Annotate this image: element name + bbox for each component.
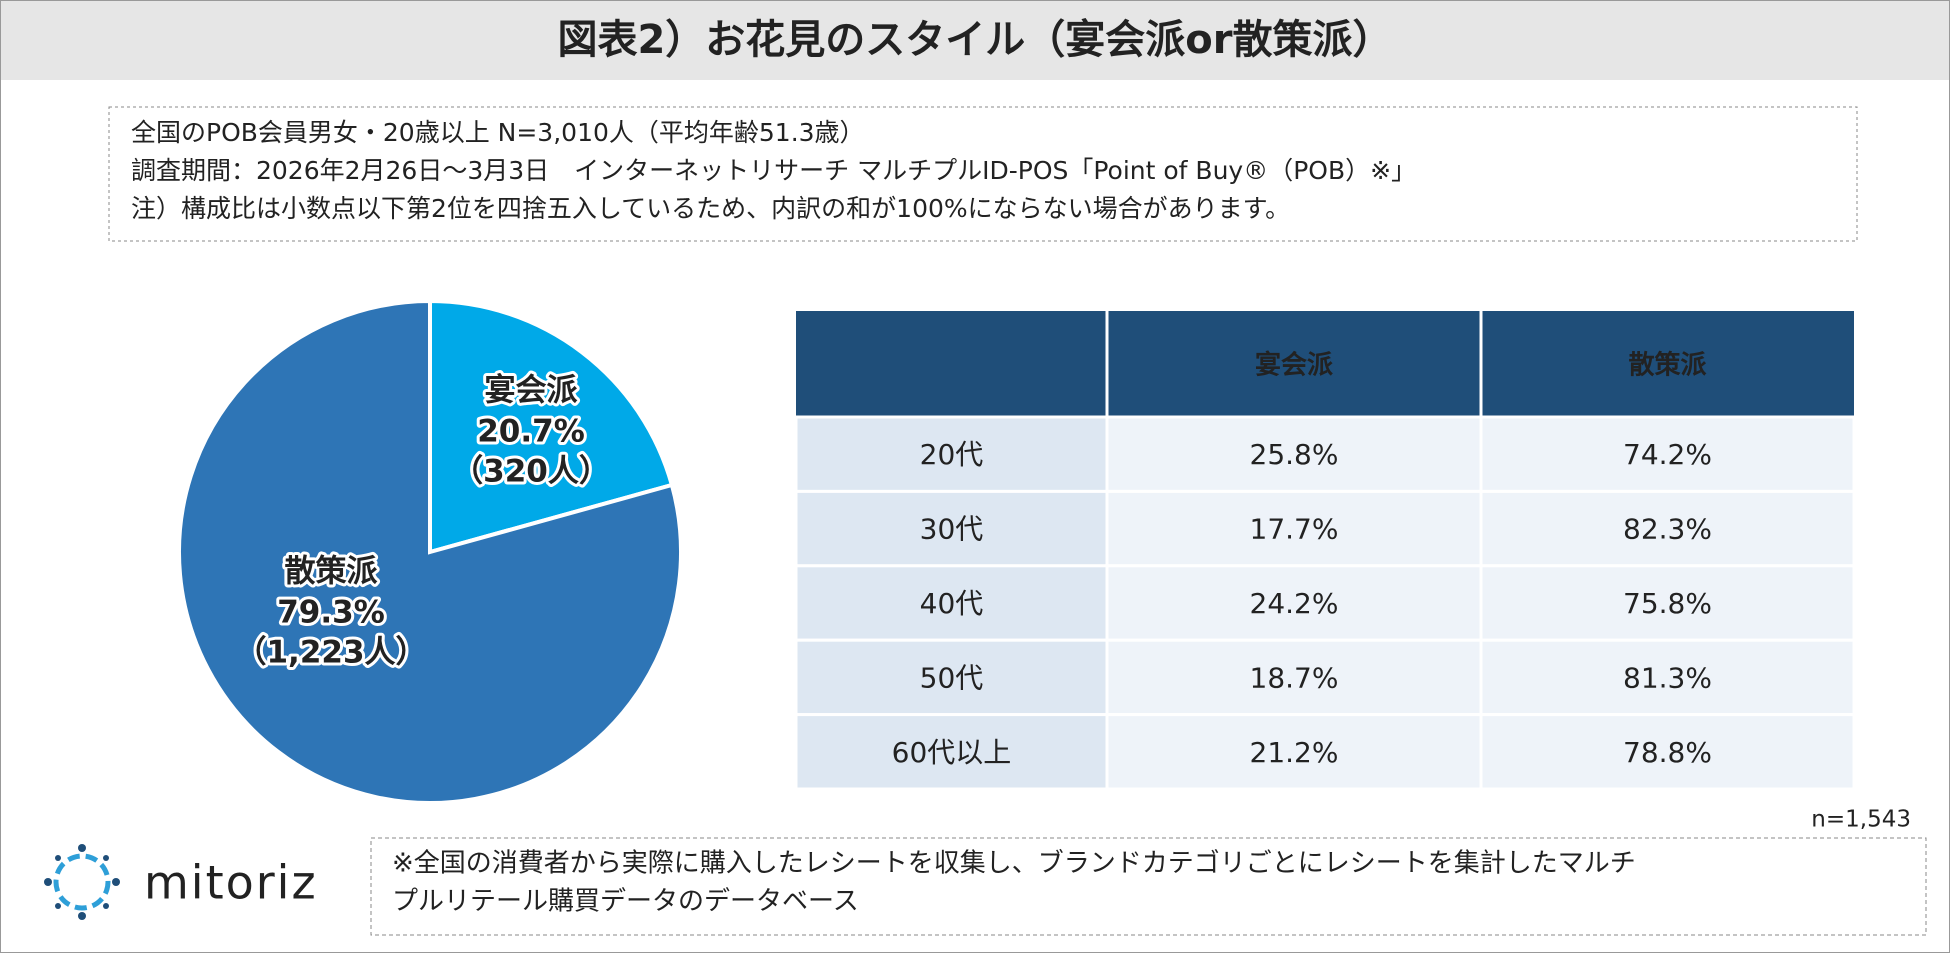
table-cell-bg — [1479, 489, 1856, 568]
table-cell: 75.8% — [1623, 587, 1712, 620]
footnote-line: プルリテール購買データのデータベース — [392, 887, 859, 917]
slice-category: 宴会派 — [485, 373, 578, 409]
title: 図表2）お花見のスタイル（宴会派or散策派） — [557, 17, 1392, 63]
table-cell-bg — [1105, 638, 1483, 717]
table-header: 散策派 — [1628, 350, 1706, 381]
footnote-box — [370, 837, 1927, 936]
table-cell: 25.8% — [1250, 438, 1339, 471]
table-cell: 17.7% — [1250, 513, 1339, 546]
pie-slice — [177, 298, 683, 805]
table-cell: 20代 — [920, 438, 984, 471]
note-line: 全国のPOB会員男女・20歳以上 N=3,010人（平均年齢51.3歳） — [131, 118, 865, 147]
table-header: 宴会派 — [1255, 350, 1333, 381]
table-header-bg — [796, 311, 1854, 417]
table-cell: 18.7% — [1250, 661, 1339, 694]
table-cell-bg — [1105, 415, 1483, 493]
table-cell: 30代 — [920, 513, 984, 546]
table-cell-bg — [1479, 415, 1856, 493]
table-cell-bg — [794, 713, 1109, 791]
table-cell: 40代 — [920, 587, 984, 620]
title-bar — [1, 1, 1949, 80]
table-cell: 21.2% — [1250, 736, 1339, 769]
table-cell: 60代以上 — [892, 736, 1012, 769]
slice-count: （320人） — [452, 454, 610, 490]
table-cell-bg — [794, 489, 1109, 568]
note-line: 注）構成比は小数点以下第2位を四捨五入しているため、内訳の和が100%にならない… — [131, 194, 1290, 223]
pie-slice — [428, 298, 675, 555]
slice-count: （1,223人） — [235, 635, 426, 671]
table-cell-bg — [1479, 713, 1856, 791]
table-cell: 74.2% — [1623, 438, 1712, 471]
table-cell: 82.3% — [1623, 513, 1712, 546]
slice-value: 79.3% — [277, 595, 385, 631]
logo-icon — [44, 844, 120, 920]
table-cell: 78.8% — [1623, 736, 1712, 769]
slice-category: 散策派 — [285, 554, 378, 590]
footnote-line: ※全国の消費者から実際に購入したレシートを収集し、ブランドカテゴリごとにレシート… — [392, 849, 1636, 879]
table-cell: 24.2% — [1250, 587, 1339, 620]
table-cell-bg — [1105, 489, 1483, 568]
slice-value: 20.7% — [477, 414, 585, 450]
note-line: 調査期間：2026年2月26日～3月3日 インターネットリサーチ マルチプルID… — [131, 156, 1416, 185]
sample-size: n=1,543 — [1811, 807, 1911, 833]
table-cell: 50代 — [920, 661, 984, 694]
note-box — [108, 106, 1858, 242]
table-cell-bg — [1479, 638, 1856, 717]
logo-text: mitoriz — [144, 856, 318, 910]
table-cell: 81.3% — [1623, 661, 1712, 694]
